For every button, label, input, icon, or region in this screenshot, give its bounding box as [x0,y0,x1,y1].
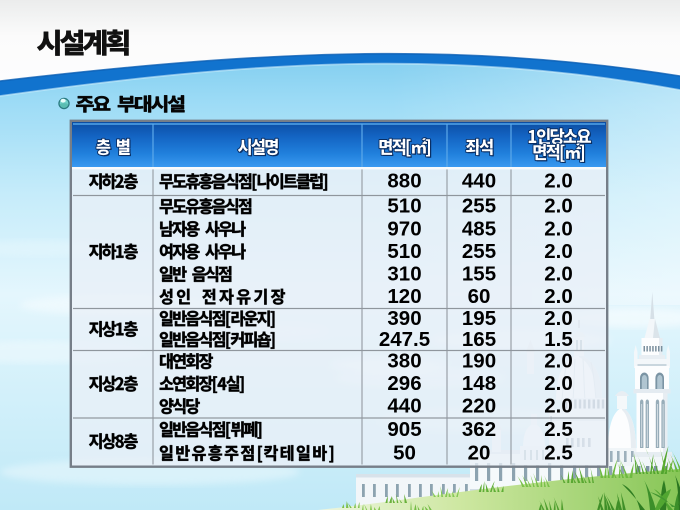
svg-text:2.0: 2.0 [544,217,573,240]
svg-text:247.5: 247.5 [379,328,430,351]
svg-text:440: 440 [387,395,421,418]
svg-text:2.5: 2.5 [544,418,573,441]
svg-text:2.0: 2.0 [544,372,573,395]
svg-text:2.0: 2.0 [544,395,573,418]
svg-text:60: 60 [468,285,491,308]
svg-text:510: 510 [387,240,421,263]
svg-text:50: 50 [393,442,416,465]
svg-text:2.0: 2.0 [544,263,573,286]
svg-text:20: 20 [468,442,491,465]
svg-text:310: 310 [387,263,421,286]
svg-text:905: 905 [387,418,421,441]
svg-text:970: 970 [387,217,421,240]
svg-text:440: 440 [462,170,496,193]
svg-text:296: 296 [387,372,421,395]
svg-text:190: 190 [462,350,496,373]
svg-text:380: 380 [387,350,421,373]
svg-text:2.0: 2.0 [544,170,573,193]
svg-text:2.0: 2.0 [544,240,573,263]
svg-text:390: 390 [387,307,421,330]
svg-text:2.0: 2.0 [544,195,573,218]
svg-text:1.5: 1.5 [544,328,573,351]
svg-text:120: 120 [387,285,421,308]
svg-text:2.0: 2.0 [544,350,573,373]
svg-text:220: 220 [462,395,496,418]
svg-text:2.5: 2.5 [544,442,573,465]
svg-text:165: 165 [462,328,496,351]
svg-text:255: 255 [462,240,496,263]
svg-text:155: 155 [462,263,496,286]
svg-text:195: 195 [462,307,496,330]
svg-text:362: 362 [462,418,496,441]
svg-text:148: 148 [462,372,496,395]
svg-text:510: 510 [387,195,421,218]
svg-text:2.0: 2.0 [544,285,573,308]
svg-text:485: 485 [462,217,496,240]
svg-text:2.0: 2.0 [544,307,573,330]
svg-text:880: 880 [387,170,421,193]
svg-text:255: 255 [462,195,496,218]
